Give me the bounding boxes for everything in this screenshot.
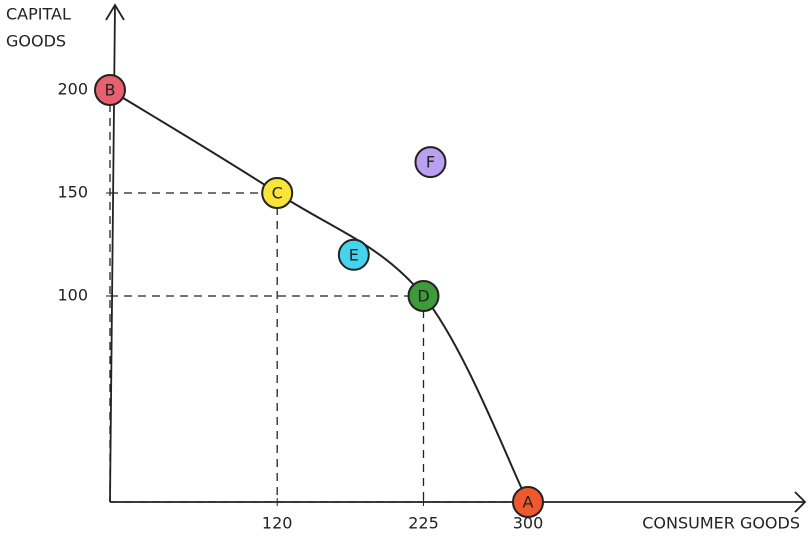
point [512,486,544,518]
point-label: B [105,81,116,100]
point [414,146,447,179]
point-label: F [426,153,435,172]
y-axis-arrow [105,3,125,21]
point-label: C [272,184,283,203]
point [407,280,440,312]
point-label: A [523,493,534,512]
x-axis-arrow [794,491,807,513]
point-label: D [417,287,429,306]
y-tick-label: 150 [57,183,88,202]
point [261,177,294,209]
x-axis-label: CONSUMER GOODS [642,514,800,533]
y-axis-label: CAPITAL [6,5,71,24]
point-label: E [349,245,359,264]
y-axis-label: GOODS [6,32,66,51]
x-tick-label: 300 [513,514,544,533]
point [337,238,370,271]
x-tick-label: 225 [408,514,439,533]
y-tick-label: 200 [57,80,88,99]
x-tick-label: 120 [262,514,293,533]
point [94,74,126,106]
y-tick-label: 100 [57,286,88,305]
